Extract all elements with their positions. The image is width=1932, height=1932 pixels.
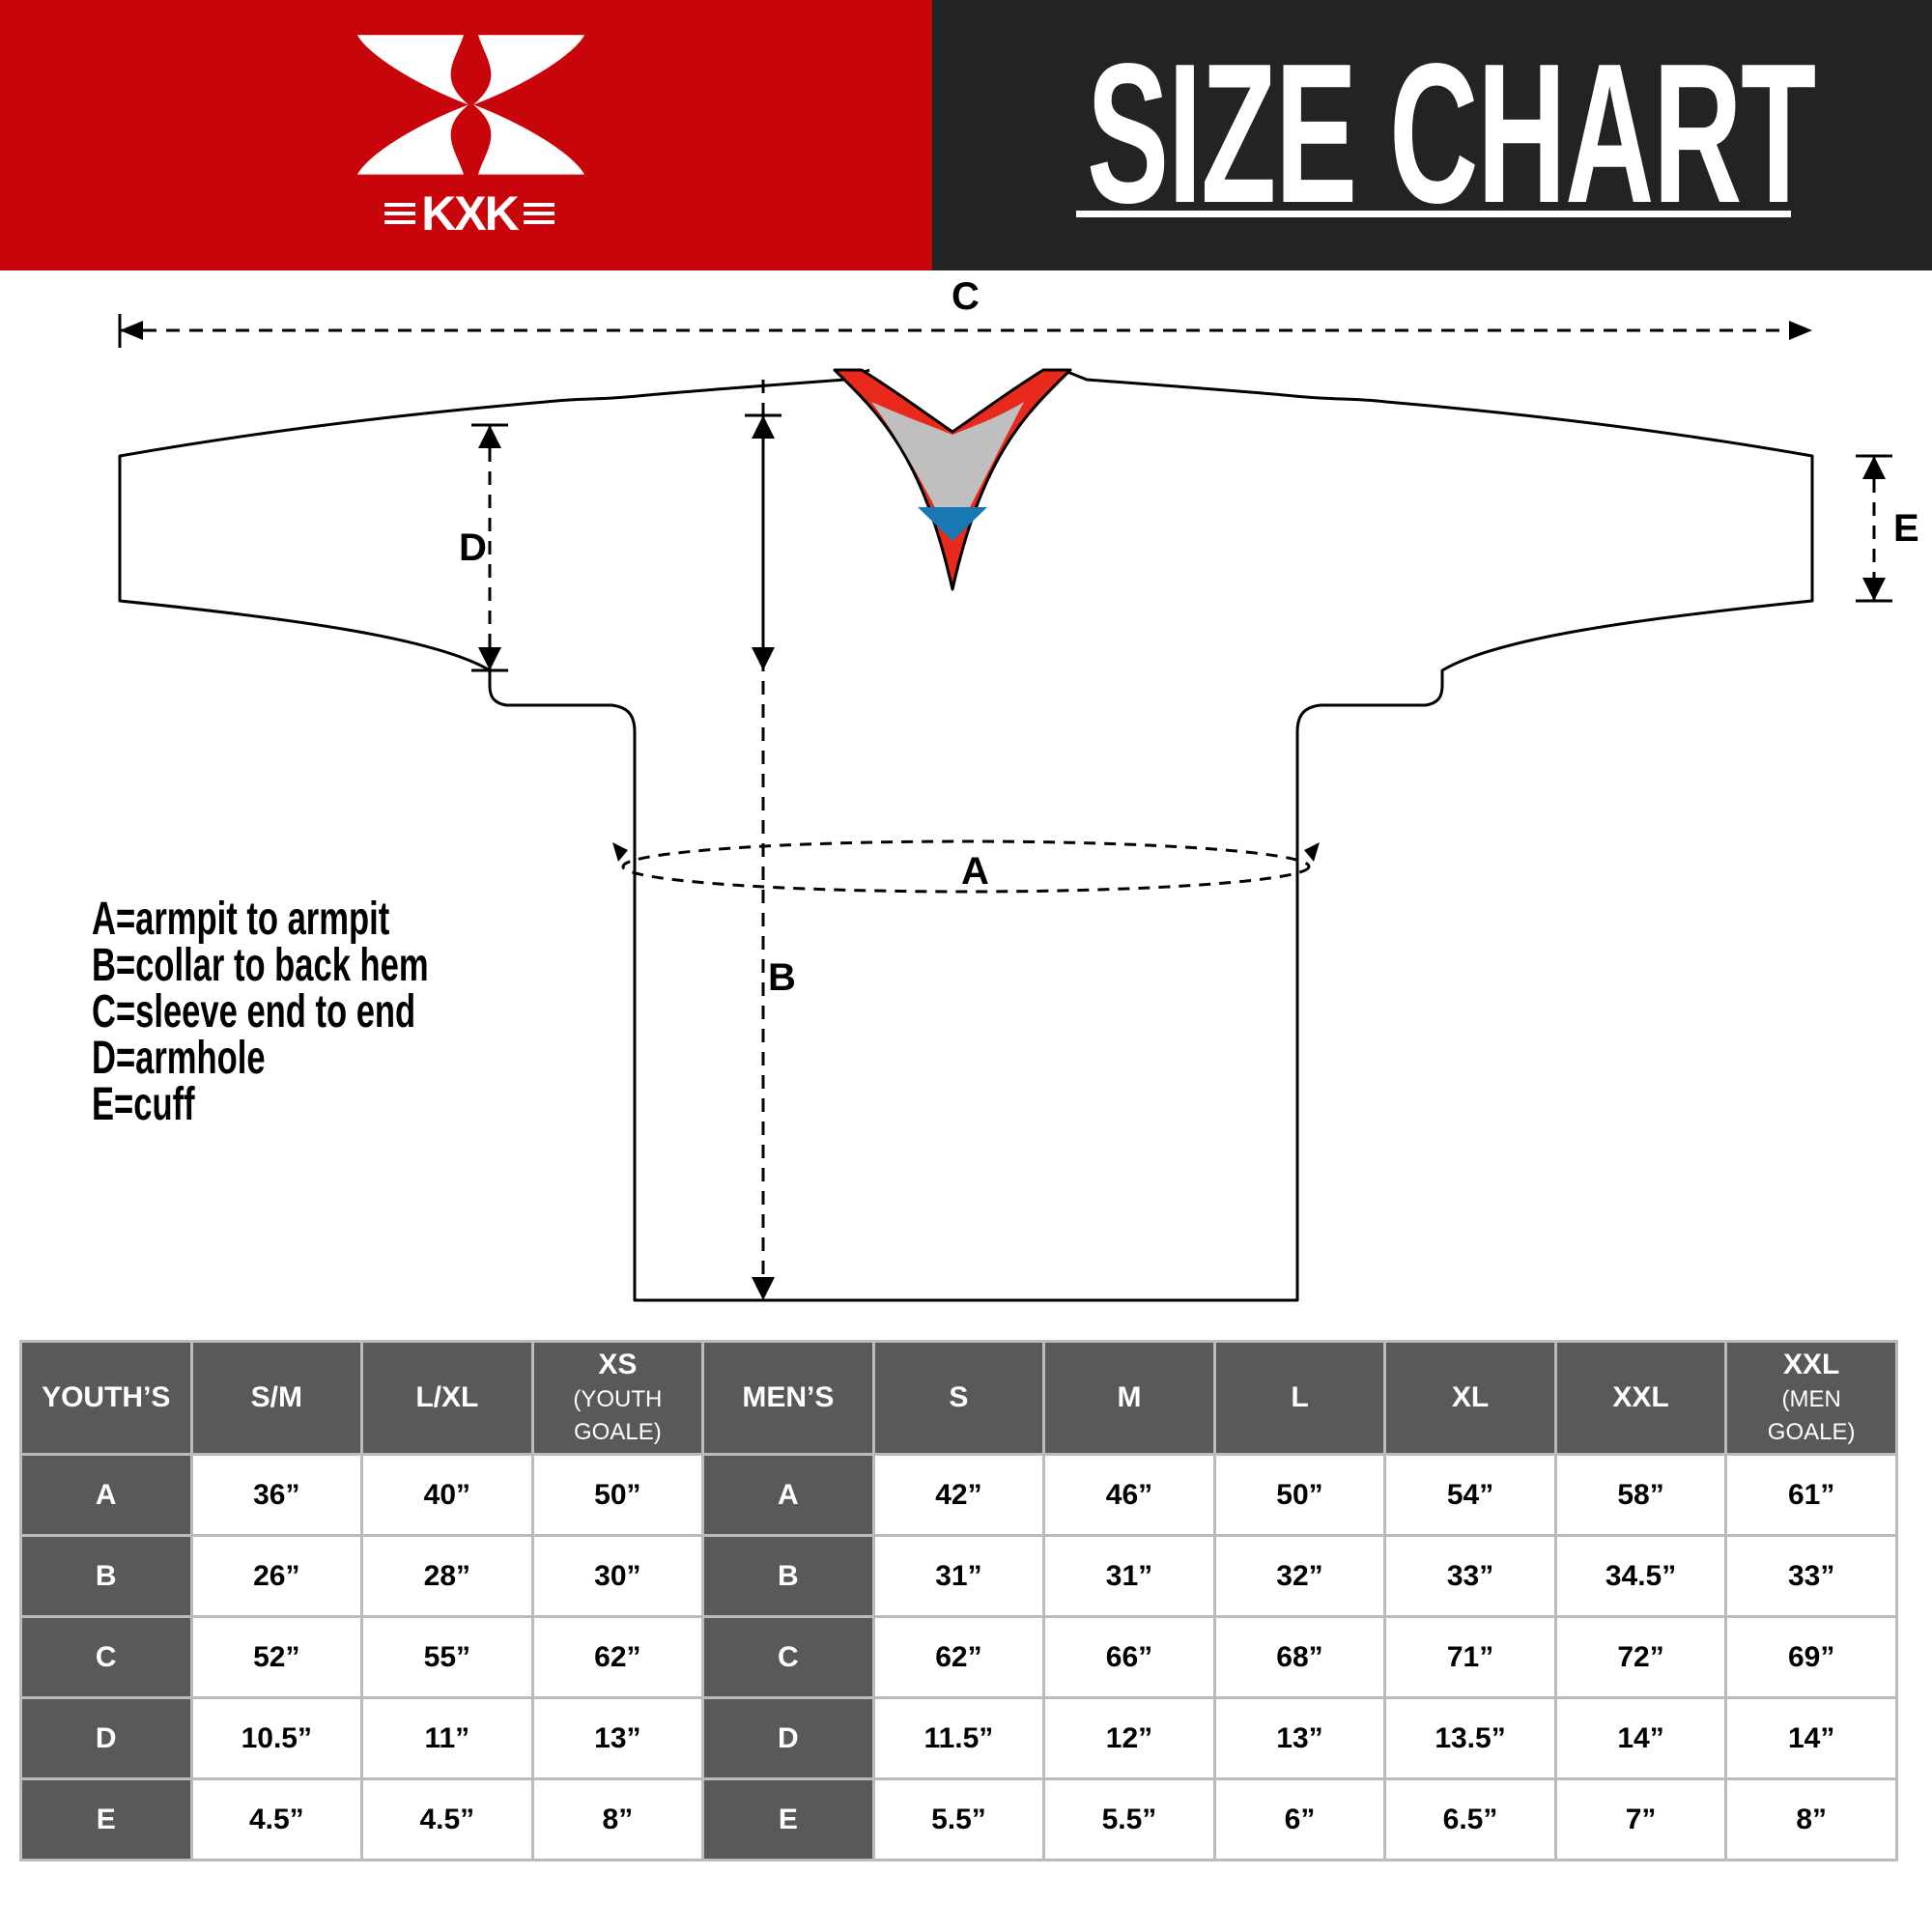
svg-text:A: A <box>961 850 989 893</box>
svg-text:D: D <box>459 526 487 569</box>
svg-text:E: E <box>1893 507 1919 550</box>
svg-text:B: B <box>768 956 796 999</box>
svg-text:C: C <box>952 275 980 318</box>
